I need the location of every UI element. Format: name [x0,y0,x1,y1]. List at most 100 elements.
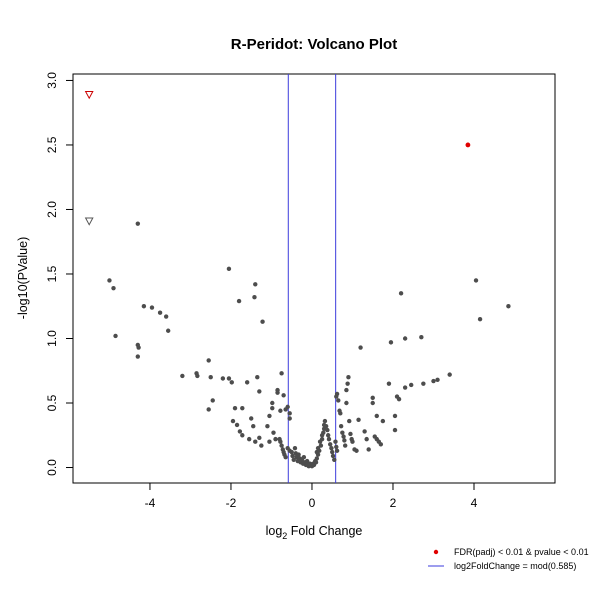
data-point [226,266,232,272]
data-point [244,380,250,385]
data-point [342,443,348,448]
data-point [325,427,330,433]
data-point [340,430,345,435]
data-point [398,291,404,296]
data-point [291,457,296,462]
data-point [326,436,332,442]
data-point [253,439,258,444]
x-tick-label: 2 [390,496,397,510]
data-point [313,460,319,465]
data-point [135,221,141,226]
data-point [255,375,260,380]
data-point [113,333,118,339]
data-point [344,400,349,406]
data-point [322,418,328,424]
data-point [419,335,424,340]
data-point [165,328,171,333]
data-point [234,422,240,428]
data-point [237,429,243,434]
x-axis-title-main: log [266,524,283,538]
y-tick-label: 1.0 [45,330,59,347]
data-point [240,405,245,411]
data-point [273,436,278,442]
data-point [356,417,361,422]
y-tick-label: 2.0 [45,201,59,218]
data-point [270,405,275,411]
data-point [318,443,324,448]
data-point [342,438,347,443]
data-point [362,429,367,434]
data-point [421,381,426,386]
data-point [473,278,479,283]
y-axis: 0.0 0.5 1.0 1.5 2.0 2.5 3.0 [45,72,73,476]
data-point [347,418,352,424]
data-point [345,381,350,386]
data-point [210,398,215,403]
data-point [206,358,211,363]
y-tick-label: 0.0 [45,459,59,476]
legend-entry-significant: FDR(padj) < 0.01 & pvalue < 0.01 [454,547,589,557]
data-point [330,453,336,459]
data-point [358,345,363,350]
data-point [267,439,272,444]
data-point [447,372,452,377]
data-point [332,457,337,462]
data-point [350,439,355,444]
data-point [338,411,343,416]
data-point [278,408,283,413]
data-point [336,398,341,403]
data-point [141,304,147,309]
data-point [354,448,359,453]
data-point [107,278,112,283]
legend-point-marker [433,549,439,555]
y-tick-label: 2.5 [45,136,59,153]
data-point [285,404,290,410]
data-point [260,319,265,324]
x-axis-title-subscript: 2 [282,531,287,541]
data-point [409,382,414,388]
data-point [157,310,163,315]
data-point [232,405,238,411]
data-point [370,395,375,401]
data-point [246,436,252,442]
data-point [348,431,353,437]
data-point [301,454,307,460]
data-point [283,454,288,460]
data-point [271,430,276,435]
data-point [366,447,371,452]
x-axis: -4 -2 0 2 4 [145,483,478,510]
data-point [249,416,254,421]
data-point [330,449,335,455]
data-point [435,377,440,382]
data-point [296,452,301,457]
data-point [477,316,483,322]
data-point [275,387,280,393]
data-point [506,304,511,309]
y-tick-label: 3.0 [45,72,59,89]
data-point [344,387,349,393]
data-point [289,449,294,455]
x-axis-title: log2 Fold Change [266,524,363,541]
data-point [136,345,141,350]
x-tick-label: -4 [145,496,156,510]
data-point [334,391,340,397]
y-axis-title: -log10(PValue) [16,237,30,319]
x-tick-label: 0 [309,496,316,510]
x-axis-title-rest: Fold Change [287,524,362,538]
data-point [252,295,257,300]
data-point [374,413,379,419]
data-point [334,444,339,450]
data-point [195,373,200,379]
data-point [329,445,334,451]
data-point [290,453,295,459]
data-point [370,400,375,406]
data-point [378,442,384,447]
data-point [287,416,292,421]
data-point [333,439,338,444]
data-point [279,443,284,448]
x-tick-label: 4 [471,496,478,510]
data-point [253,282,258,287]
data-point [220,376,226,381]
